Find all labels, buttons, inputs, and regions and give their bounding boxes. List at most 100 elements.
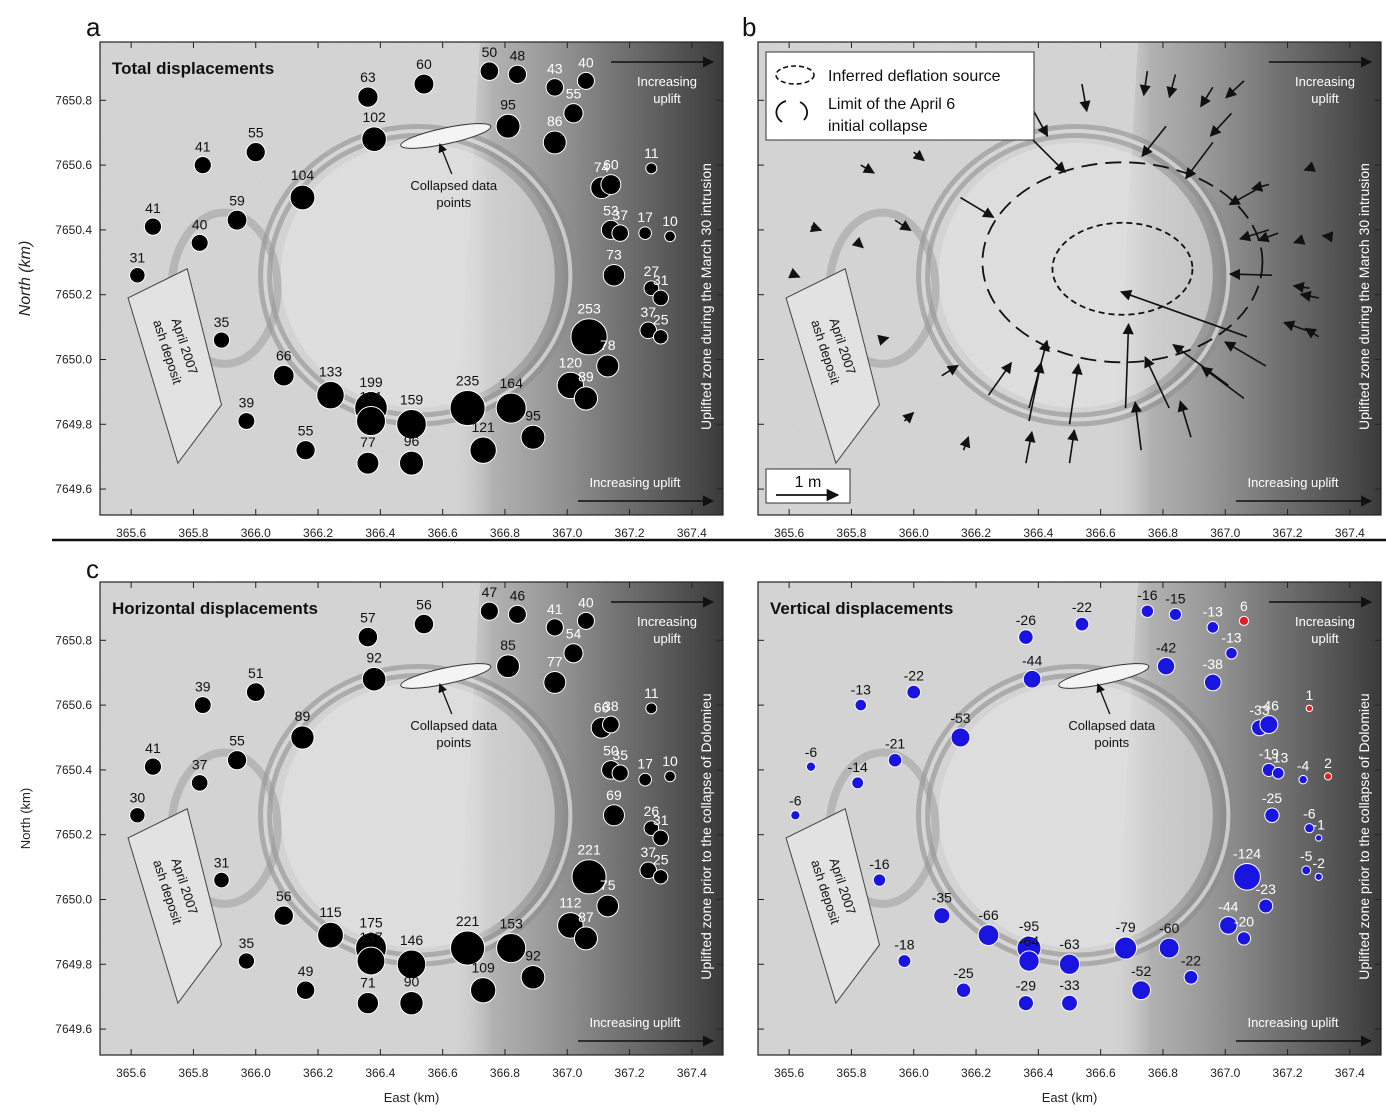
displacement-arrow (1185, 141, 1214, 180)
data-point-label: -52 (1131, 963, 1151, 979)
data-point-label: 17 (637, 755, 653, 771)
legend-collapse-text: Limit of the April 6 (828, 96, 955, 113)
data-point (396, 408, 427, 440)
data-point-label: 66 (594, 699, 610, 715)
data-point-label: 57 (360, 609, 376, 625)
data-point (295, 440, 316, 461)
data-point (1305, 704, 1314, 713)
data-point (193, 156, 212, 175)
uplifted-zone-label: Uplifted zone prior to the collapse of D… (698, 693, 714, 979)
data-point (602, 804, 625, 827)
displacement-arrow (1079, 83, 1091, 113)
data-point (596, 894, 620, 918)
data-point-label: 31 (214, 854, 230, 870)
displacement-arrow (960, 196, 995, 218)
data-point-label: 2 (1324, 755, 1332, 771)
data-point-label: -22 (904, 667, 924, 683)
data-point (357, 86, 379, 108)
map-background-a (100, 42, 723, 515)
data-point-label: 39 (239, 395, 255, 411)
y-tick-label: 7650.0 (55, 352, 92, 366)
panel-label-c: c (86, 554, 99, 584)
x-tick-label: 365.8 (836, 526, 866, 540)
data-point (1074, 616, 1090, 632)
x-tick-label: 367.0 (552, 526, 582, 540)
data-point-label: 89 (295, 708, 311, 724)
data-point-label: 40 (578, 54, 594, 70)
data-point (190, 233, 209, 252)
data-point-label: 75 (600, 877, 616, 893)
data-point-label: -4 (1297, 757, 1310, 773)
data-point (450, 930, 486, 966)
data-point (496, 933, 527, 964)
x-tick-label: 367.4 (1335, 1066, 1365, 1080)
data-point-label: 31 (653, 272, 669, 288)
axes-a: 365.6 365.8 366.0 366.2 366.4 366.6 366.8 367.0… (17, 41, 724, 540)
displacement-arrow (1166, 74, 1178, 99)
displacement-arrow (1250, 180, 1270, 192)
data-point-label: 35 (612, 747, 628, 763)
data-point-label: 25 (653, 852, 669, 868)
data-point-label: 41 (145, 740, 161, 756)
legend-deflation-text: Inferred deflation source (828, 68, 1001, 85)
data-point (143, 217, 163, 236)
uplifted-zone-label: Uplifted zone during the March 30 intrus… (698, 163, 714, 430)
data-point-label: -2 (1312, 855, 1325, 871)
displacement-arrow (1177, 400, 1192, 438)
data-point (790, 810, 801, 821)
displacement-arrow (860, 162, 875, 174)
data-point-label: 37 (612, 207, 628, 223)
data-point-label: 35 (239, 935, 255, 951)
data-point-label: 153 (500, 916, 524, 932)
data-point (237, 412, 256, 430)
data-point-label: -25 (953, 965, 973, 981)
data-point (664, 770, 676, 783)
x-tick-label: 366.0 (899, 526, 929, 540)
data-point (237, 952, 256, 970)
data-point-label: 26 (644, 803, 660, 819)
legend-b: Inferred deflation source Limit of the Ap… (765, 51, 1035, 504)
axes-b: 365.6 365.8 366.0 366.2 366.4 366.6 366.8 367.0… (757, 41, 1382, 540)
displacement-arrow (1201, 366, 1245, 400)
data-point-label: 56 (276, 888, 292, 904)
x-tick-label: 366.0 (241, 526, 271, 540)
y-tick-label: 7650.4 (55, 763, 92, 777)
data-point-label: -53 (950, 710, 970, 726)
y-tick-label: 7649.8 (55, 957, 92, 971)
data-point-label: 46 (510, 587, 526, 603)
data-point (1113, 936, 1138, 960)
x-tick-label: 367.0 (1210, 1066, 1240, 1080)
displacement-arrow (959, 435, 971, 451)
data-point (226, 209, 248, 231)
data-point-label: -44 (1022, 652, 1042, 668)
data-point-label: -64 (1019, 933, 1039, 949)
data-point-label: 55 (248, 125, 264, 141)
increasing-uplift-top: uplift (1311, 631, 1339, 646)
x-tick-label: 366.4 (365, 526, 395, 540)
data-point (596, 354, 620, 378)
data-point (449, 390, 486, 427)
increasing-uplift-top: uplift (653, 631, 681, 646)
data-point-label: 199 (359, 374, 383, 390)
data-point-label: -5 (1300, 848, 1313, 864)
data-point-label: 120 (559, 354, 583, 370)
data-point (602, 264, 626, 287)
data-point (638, 772, 652, 787)
data-point (356, 992, 380, 1015)
data-point-label: 43 (547, 61, 563, 77)
data-point-label: 1 (1305, 687, 1313, 703)
data-point-label: 60 (416, 56, 432, 72)
data-point (897, 954, 912, 968)
data-point (576, 611, 595, 630)
data-point (906, 684, 922, 700)
data-point (933, 907, 951, 925)
data-point-label: -16 (869, 856, 889, 872)
deflation-source-ellipse (1051, 221, 1194, 316)
data-point-label: 109 (471, 960, 495, 976)
data-point-label: 77 (547, 653, 563, 669)
displacement-arrow (1228, 268, 1272, 280)
data-point (563, 103, 584, 124)
data-point (1158, 937, 1180, 959)
data-point-label: 37 (192, 757, 208, 773)
data-point (563, 643, 584, 664)
